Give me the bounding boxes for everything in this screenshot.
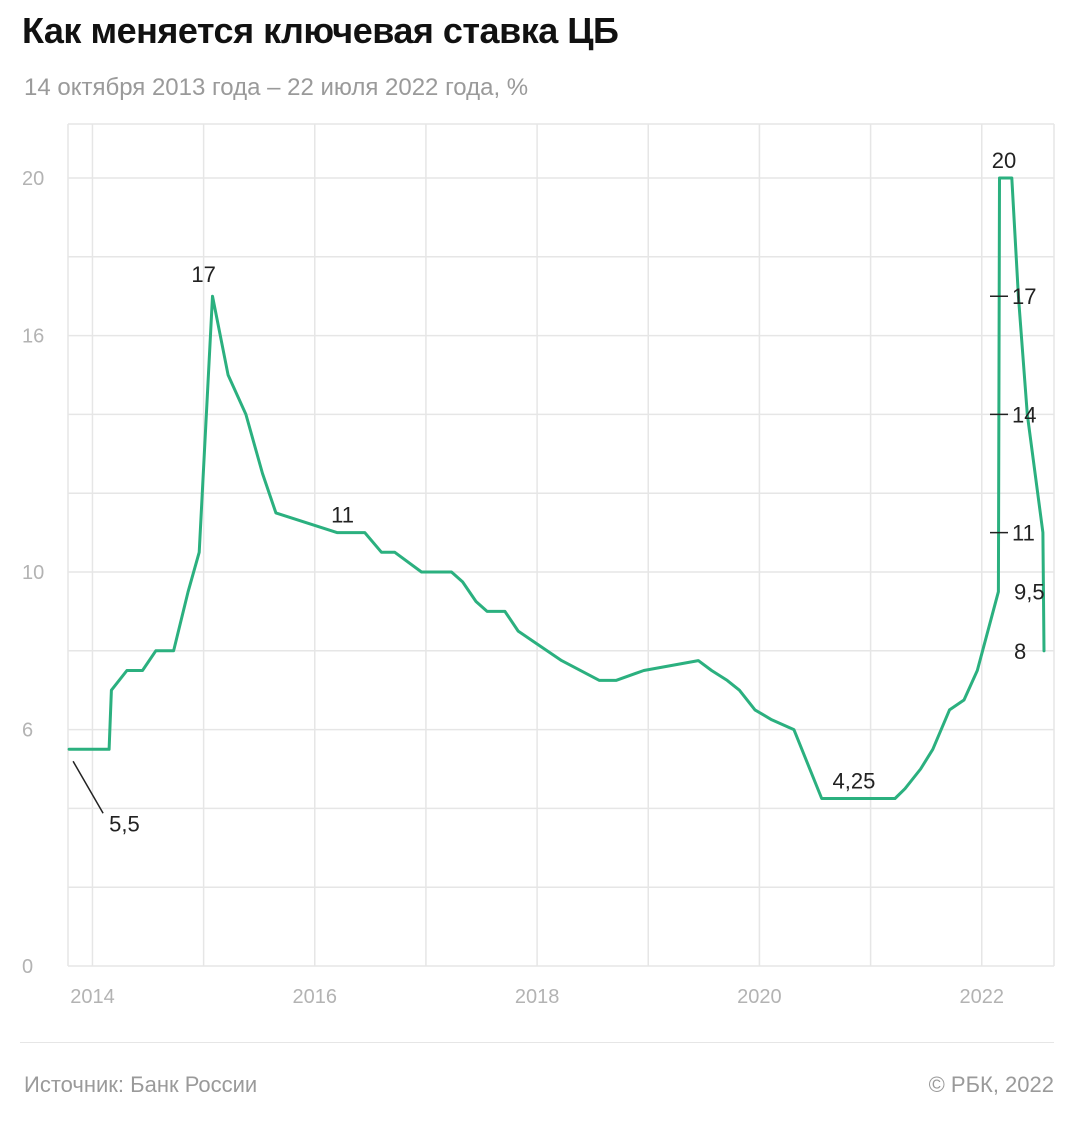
annotation-label: 9,5: [1014, 580, 1045, 605]
y-tick-label: 0: [22, 956, 33, 978]
annotation-label: 14: [1012, 402, 1036, 427]
annotation-label: 8: [1014, 639, 1026, 664]
annotation-label: 20: [992, 148, 1016, 173]
source-note: Источник: Банк России: [24, 1072, 258, 1097]
chart-subtitle: 14 октября 2013 года – 22 июля 2022 года…: [24, 74, 529, 101]
annotation-label: 11: [1012, 521, 1035, 546]
chart-title: Как меняется ключевая ставка ЦБ: [22, 10, 619, 51]
x-tick-label: 2014: [70, 986, 115, 1008]
copyright-note: © РБК, 2022: [928, 1072, 1054, 1097]
x-tick-label: 2022: [959, 986, 1004, 1008]
x-tick-label: 2018: [515, 986, 560, 1008]
y-tick-label: 16: [22, 326, 44, 348]
grid: [67, 123, 1055, 967]
footer-divider: [20, 1042, 1054, 1043]
series-layer: [67, 176, 1046, 800]
axis-ticks: 0 6 10 16 20 2014 2016 2018 2020 2022: [22, 168, 1004, 1008]
annotation-label: 17: [191, 262, 215, 287]
annotation-label: 11: [331, 503, 354, 528]
annotation-label: 4,25: [832, 769, 875, 794]
annotation-label: 5,5: [109, 811, 140, 836]
y-tick-label: 20: [22, 168, 44, 190]
annotation-label: 17: [1012, 284, 1036, 309]
y-tick-label: 6: [22, 720, 33, 742]
y-tick-label: 10: [22, 562, 44, 584]
x-tick-label: 2016: [293, 986, 338, 1008]
annotation-leader: [72, 760, 104, 814]
x-tick-label: 2020: [737, 986, 782, 1008]
annotations: 5,5 17 11 4,25 20 17 14 11 9,5 8: [72, 148, 1045, 836]
series-line-key-rate: [67, 176, 1046, 800]
